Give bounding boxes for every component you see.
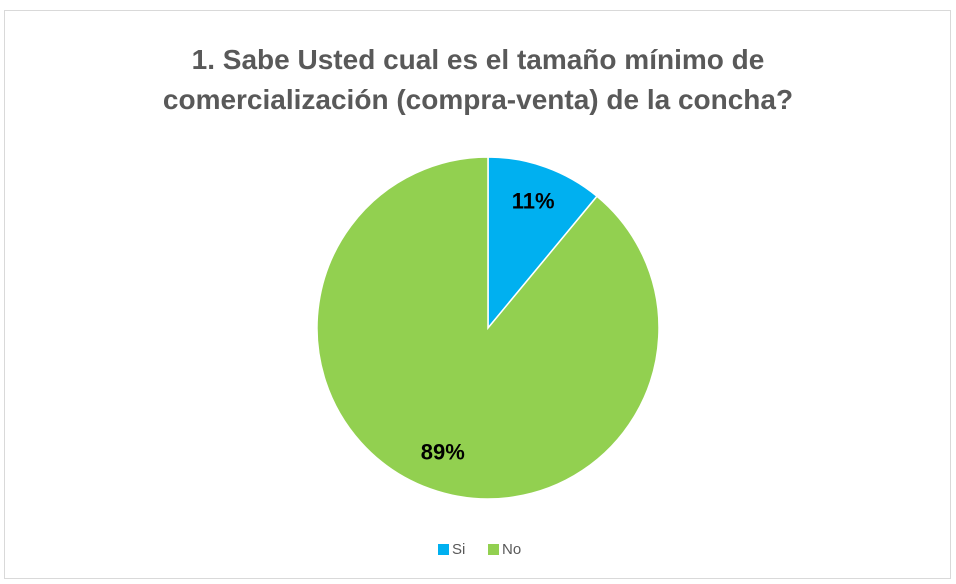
data-label: 89% bbox=[421, 439, 465, 464]
legend-label: No bbox=[502, 541, 521, 558]
legend-swatch bbox=[488, 544, 499, 555]
pie-slice bbox=[316, 156, 660, 500]
legend-swatch bbox=[438, 544, 449, 555]
chart-title: 1. Sabe Usted cual es el tamaño mínimo d… bbox=[162, 44, 794, 115]
legend-label: Si bbox=[452, 541, 465, 558]
data-label: 11% bbox=[512, 188, 555, 213]
pie-slice bbox=[487, 156, 599, 331]
